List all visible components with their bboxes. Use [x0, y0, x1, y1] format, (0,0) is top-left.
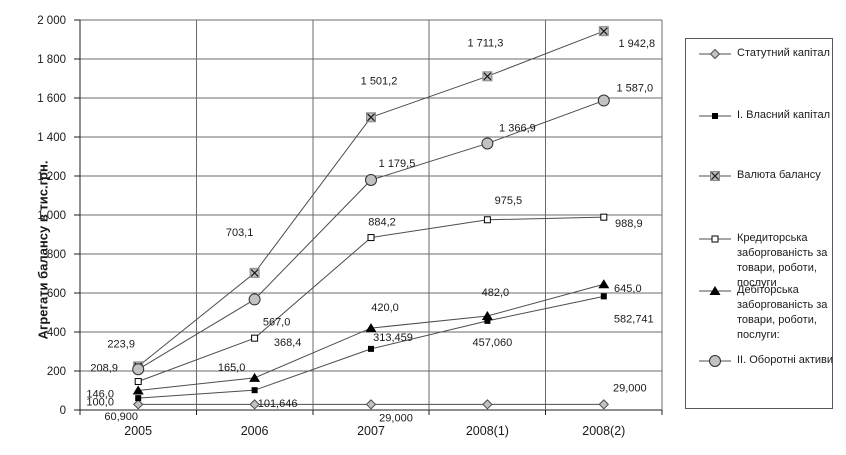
svg-text:1 587,0: 1 587,0	[616, 83, 653, 95]
svg-text:146,0: 146,0	[86, 389, 114, 401]
svg-text:368,4: 368,4	[274, 337, 302, 349]
svg-text:208,9: 208,9	[90, 362, 118, 374]
diamond-gray-icon	[699, 48, 731, 60]
svg-text:2 000: 2 000	[37, 15, 66, 27]
svg-text:2008(2): 2008(2)	[582, 424, 625, 438]
legend-item: Валюта балансу	[698, 168, 835, 183]
svg-text:482,0: 482,0	[482, 287, 510, 299]
legend-item: Статутний капітал	[698, 46, 835, 61]
svg-text:60,900: 60,900	[104, 411, 138, 423]
legend-label: II. Оборотні активи	[737, 354, 834, 366]
circle-gray-icon	[699, 355, 731, 367]
svg-text:165,0: 165,0	[218, 362, 246, 374]
legend-label: Дебіторська заборгованість за товари, ро…	[737, 284, 828, 341]
svg-text:703,1: 703,1	[226, 227, 254, 239]
legend-item: I. Власний капітал	[698, 108, 835, 123]
svg-text:1 179,5: 1 179,5	[379, 158, 416, 170]
legend-label: I. Власний капітал	[737, 109, 830, 121]
point-labels: 29,000 29,000 60,900 101,646 313,459 457,060 5…	[86, 37, 655, 424]
svg-text:420,0: 420,0	[371, 302, 399, 314]
triangle-filled-icon	[699, 286, 731, 295]
y-tick-labels: 0 200 400 600 800 1 000 1 200 1 400 1 600 1 800 2 …	[37, 15, 66, 417]
svg-text:2007: 2007	[357, 424, 385, 438]
svg-text:1 200: 1 200	[37, 171, 66, 183]
svg-text:582,741: 582,741	[614, 313, 654, 325]
square-open-icon	[699, 235, 731, 243]
svg-text:29,000: 29,000	[379, 412, 413, 424]
legend-item: II. Оборотні активи	[698, 353, 835, 368]
svg-text:1 711,3: 1 711,3	[467, 37, 503, 49]
svg-text:1 400: 1 400	[37, 132, 66, 144]
series-2	[133, 26, 609, 372]
svg-text:2005: 2005	[124, 424, 152, 438]
svg-text:200: 200	[47, 366, 66, 378]
svg-text:884,2: 884,2	[368, 217, 396, 229]
svg-text:645,0: 645,0	[614, 283, 642, 295]
series-4	[132, 279, 610, 395]
x-tick-labels: 2005 2006 2007 2008(1) 2008(2)	[124, 424, 625, 438]
series-3	[134, 213, 608, 386]
legend-label: Кредиторська заборгованість за товари, р…	[737, 232, 828, 289]
svg-text:223,9: 223,9	[107, 338, 135, 350]
svg-text:101,646: 101,646	[258, 398, 298, 410]
svg-text:975,5: 975,5	[495, 195, 523, 207]
svg-text:567,0: 567,0	[263, 316, 291, 328]
legend-item: Кредиторська заборгованість за товари, р…	[698, 231, 835, 291]
legend: Статутний капітал I. Власний капітал Валют…	[685, 38, 833, 409]
legend-item: Дебіторська заборгованість за товари, ро…	[698, 283, 835, 343]
legend-label: Статутний капітал	[737, 47, 830, 59]
svg-text:313,459: 313,459	[373, 332, 413, 344]
x-gridlines	[79, 20, 663, 415]
svg-text:800: 800	[47, 249, 66, 261]
y-axis-title: Агрегати балансу в тис.грн.	[35, 160, 51, 340]
svg-text:2006: 2006	[241, 424, 269, 438]
svg-text:400: 400	[47, 327, 66, 339]
svg-text:988,9: 988,9	[615, 218, 643, 230]
svg-text:0: 0	[60, 405, 66, 417]
x-square-icon	[699, 171, 731, 181]
svg-text:2008(1): 2008(1)	[466, 424, 509, 438]
series-0	[132, 399, 610, 410]
series-1	[135, 293, 607, 402]
svg-text:457,060: 457,060	[473, 337, 513, 349]
legend-label: Валюта балансу	[737, 169, 821, 181]
svg-text:1 366,9: 1 366,9	[499, 122, 536, 134]
svg-text:100,0: 100,0	[86, 397, 114, 409]
svg-text:1 800: 1 800	[37, 54, 66, 66]
svg-text:600: 600	[47, 288, 66, 300]
svg-text:1 942,8: 1 942,8	[618, 38, 655, 50]
svg-text:1 000: 1 000	[37, 210, 66, 222]
svg-text:1 501,2: 1 501,2	[361, 75, 398, 87]
square-filled-icon	[699, 113, 731, 119]
series-5	[132, 94, 610, 376]
svg-text:1 600: 1 600	[37, 93, 66, 105]
svg-text:29,000: 29,000	[613, 382, 647, 394]
